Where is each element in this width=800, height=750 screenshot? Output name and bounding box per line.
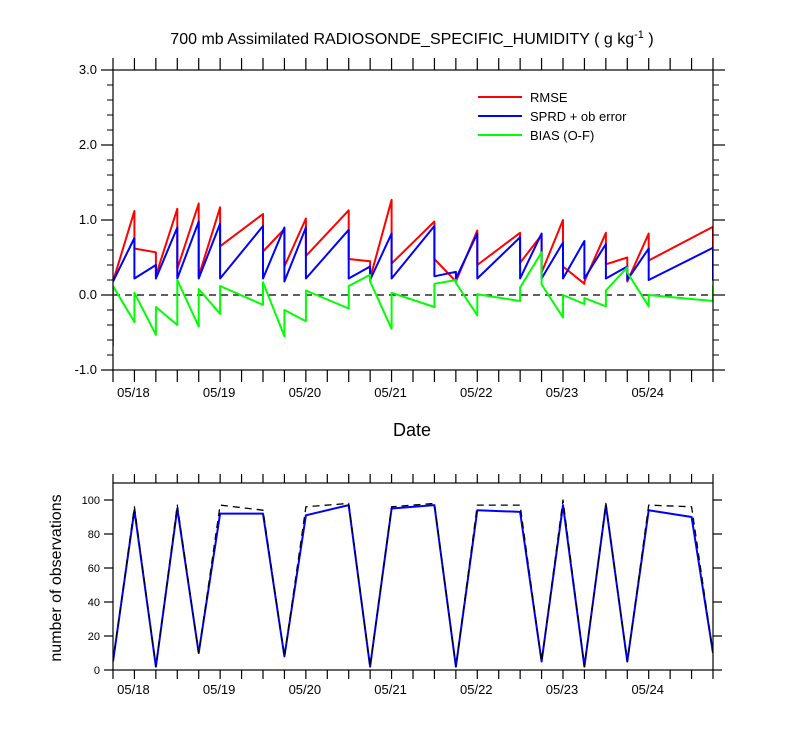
y-tick-label: 0.0 [79,287,97,302]
y-tick-label: 100 [82,495,100,507]
y-tick-label: 3.0 [79,62,97,77]
y-tick-label: 20 [88,631,100,643]
chart-title: 700 mb Assimilated RADIOSONDE_SPECIFIC_H… [170,29,653,48]
x-tick-label: 05/18 [117,682,150,697]
legend-label: SPRD + ob error [530,109,627,124]
x-tick-label: 05/19 [203,682,236,697]
y-tick-label: 0 [94,665,100,677]
x-tick-label: 05/20 [289,682,322,697]
series-line-rmse [113,198,713,285]
x-tick-label: 05/18 [117,385,150,400]
y-tick-label: -1.0 [75,362,97,377]
series-line-assimilated [113,504,713,668]
x-tick-label: 05/21 [374,385,407,400]
rmse-panel: 700 mb Assimilated RADIOSONDE_SPECIFIC_H… [75,29,725,440]
x-tick-label: 05/24 [631,385,664,400]
series-line-sprd-ob-error [113,220,713,283]
legend-label: RMSE [530,90,568,105]
y-tick-label: 2.0 [79,137,97,152]
legend: RMSE SPRD + ob error BIAS (O-F) [478,90,627,143]
y-tick-label: 1.0 [79,212,97,227]
x-tick-label: 05/23 [546,385,579,400]
x-axis-label: Date [393,420,431,440]
x-tick-label: 05/19 [203,385,236,400]
series-line-possible [113,499,713,668]
x-tick-label: 05/21 [374,682,407,697]
observations-panel: 05/18 05/19 05/20 05/21 05/22 05/23 05/24 0 20 40… [48,474,722,697]
x-tick-label: 05/20 [289,385,322,400]
legend-label: BIAS (O-F) [530,128,594,143]
x-tick-label: 05/22 [460,385,493,400]
y-tick-label: 60 [88,563,100,575]
y-axis-label: number of observations [48,494,65,661]
y-tick-label: 80 [88,529,100,541]
plot-frame [112,482,714,671]
series-line-bias-o-f [113,251,713,346]
x-tick-label: 05/22 [460,682,493,697]
x-tick-label: 05/23 [546,682,579,697]
y-tick-label: 40 [88,597,100,609]
x-tick-label: 05/24 [631,682,664,697]
